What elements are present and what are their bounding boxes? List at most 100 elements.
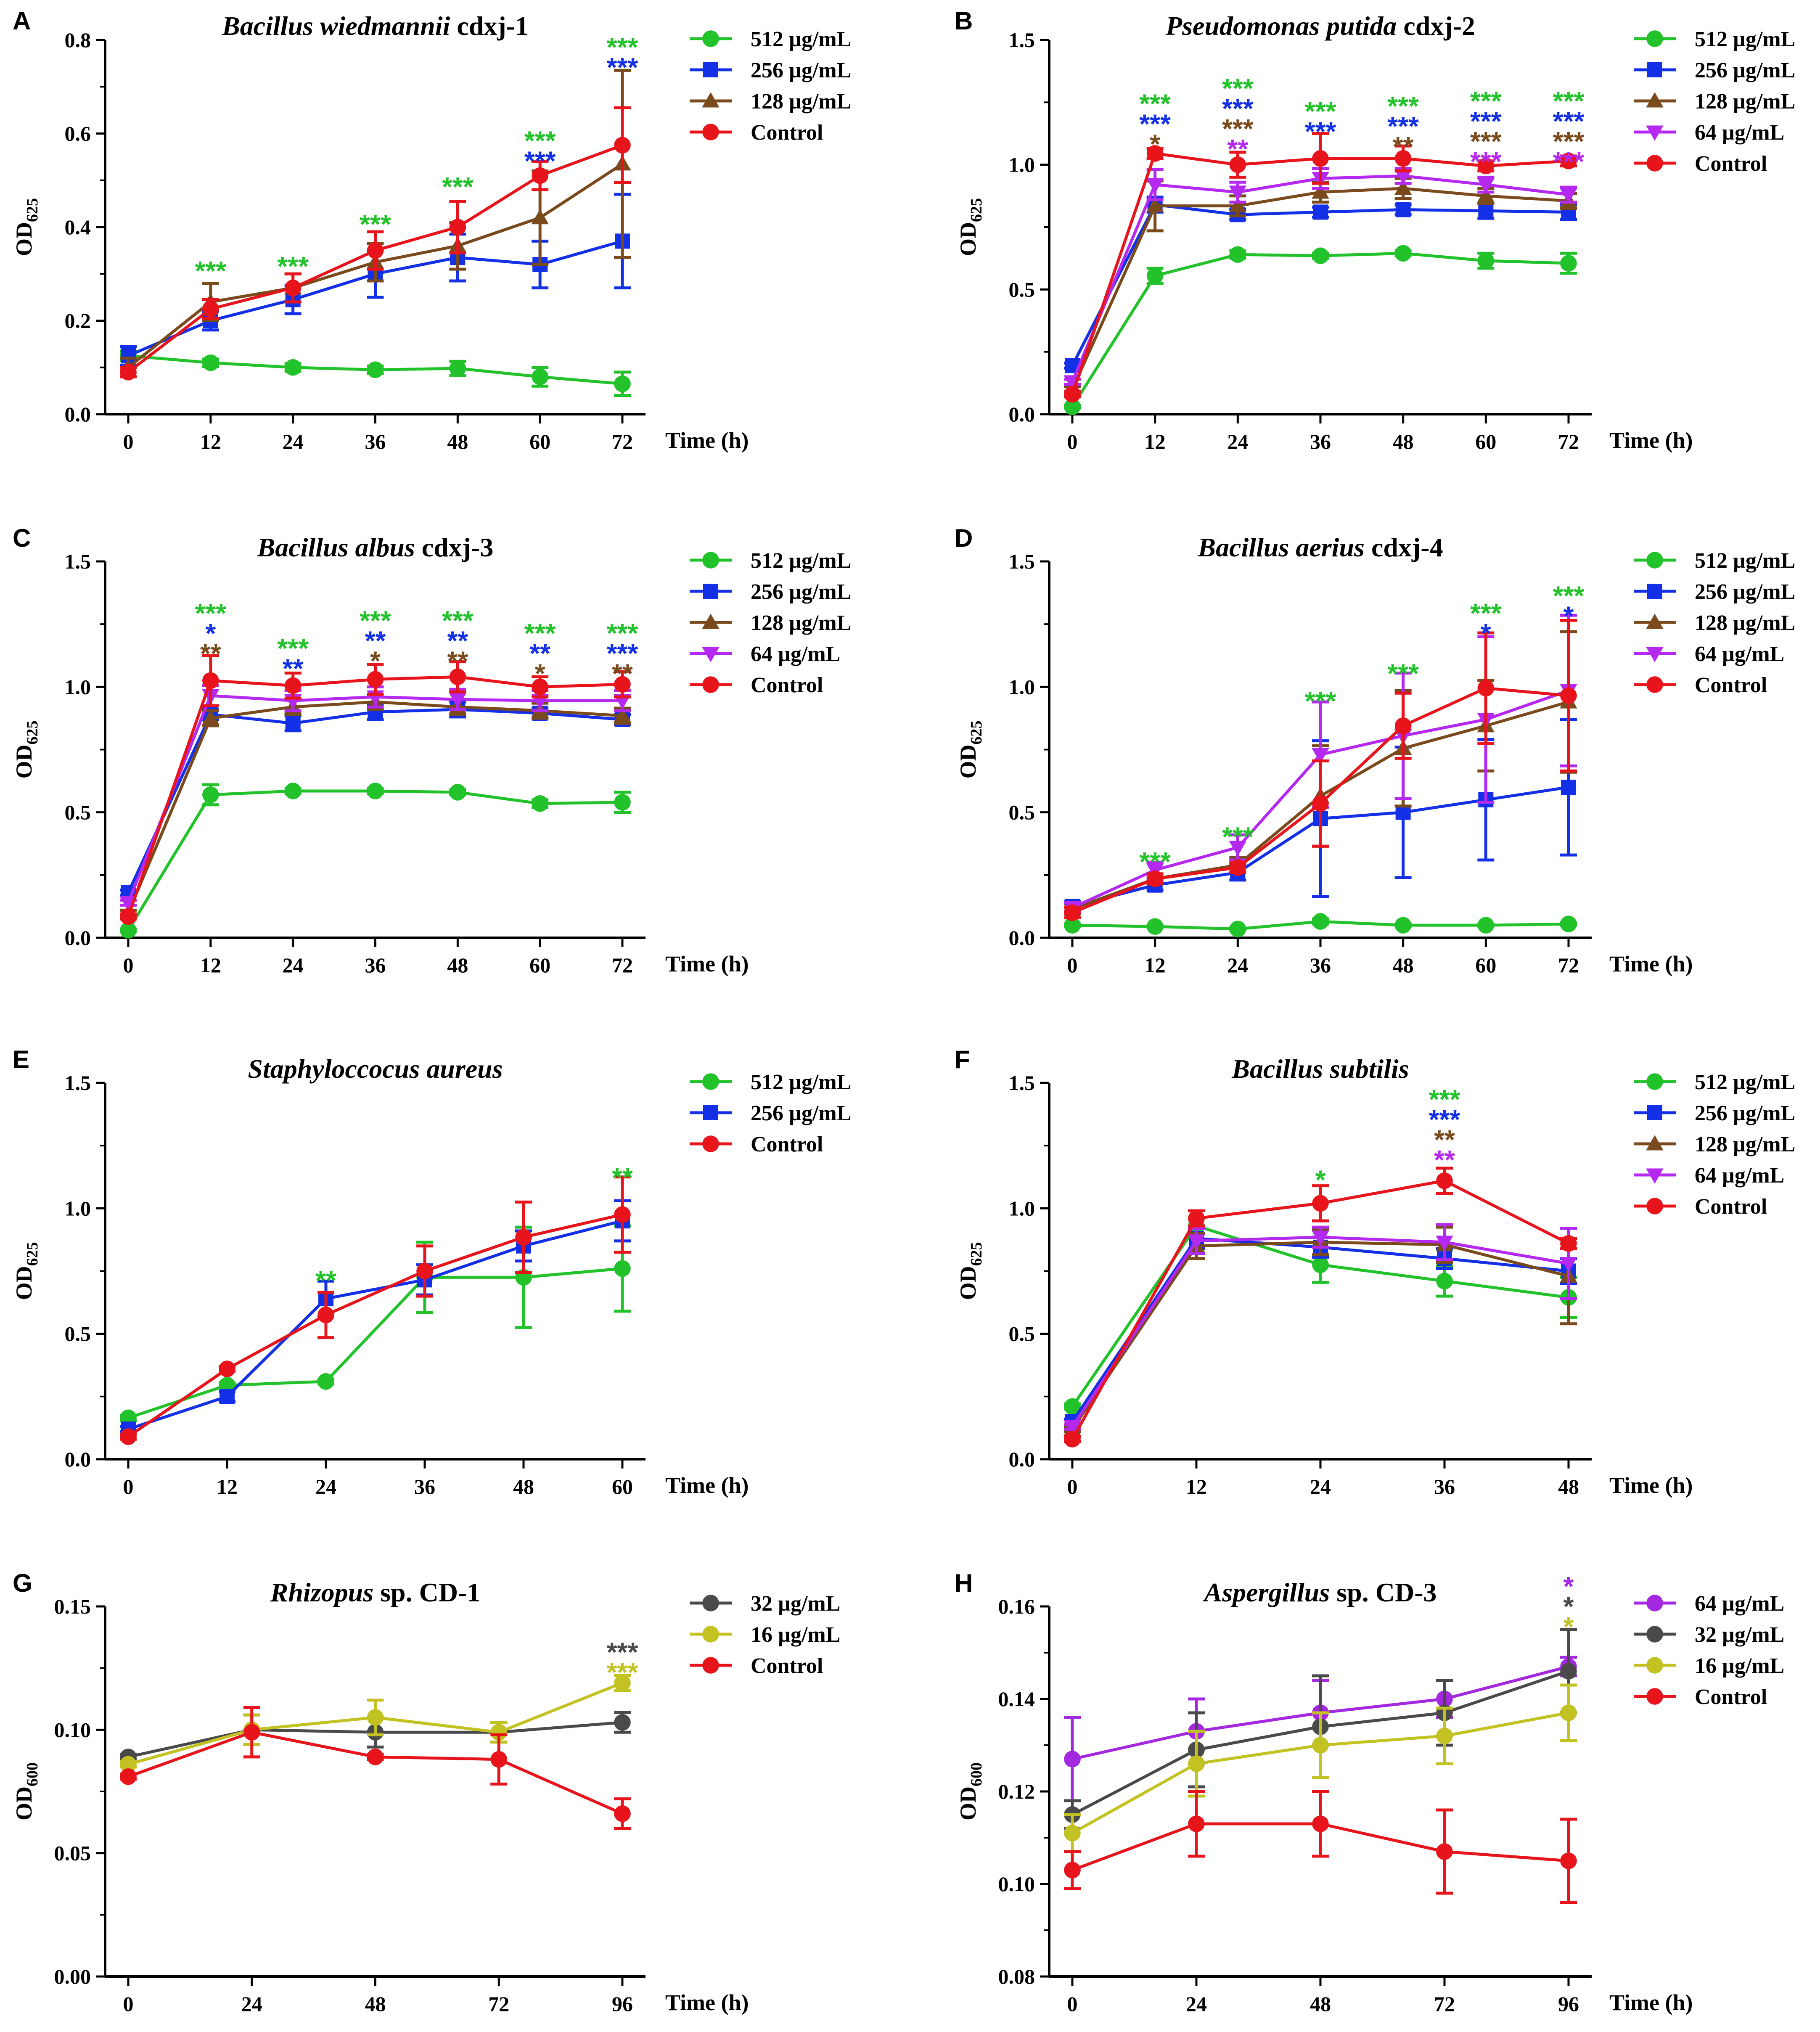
chart-title: Bacillus albus cdxj-3 <box>257 532 494 562</box>
significance-marker: *** <box>607 618 638 648</box>
panel-letter: C <box>13 524 31 552</box>
significance-marker: *** <box>607 638 638 669</box>
y-tick-label: 0.5 <box>65 801 91 824</box>
data-point <box>1229 185 1247 201</box>
significance-marker: *** <box>1222 93 1254 124</box>
data-point <box>490 1724 508 1741</box>
legend-marker <box>702 124 719 140</box>
x-axis-label: Time (h) <box>665 951 749 976</box>
data-point <box>367 242 384 259</box>
data-point <box>367 671 384 688</box>
legend-label: 128 µg/mL <box>751 90 851 114</box>
y-tick-label: 1.0 <box>1009 1196 1035 1220</box>
data-point <box>202 354 219 371</box>
significance-marker: *** <box>277 251 309 281</box>
data-point <box>449 668 466 685</box>
significance-marker: *** <box>607 52 638 82</box>
significance-marker: *** <box>524 146 556 176</box>
data-point <box>1312 150 1329 167</box>
chart-title-rest: cdxj-1 <box>450 11 529 41</box>
chart-title: Staphyloccocus aureus <box>248 1054 503 1084</box>
data-point <box>1312 913 1329 930</box>
y-tick-label: 0.0 <box>65 402 91 426</box>
legend-marker <box>1646 92 1664 108</box>
significance-marker: *** <box>1470 598 1502 628</box>
x-tick-label: 48 <box>1558 1475 1579 1498</box>
legend-marker <box>702 1073 719 1090</box>
data-point <box>1188 1234 1205 1250</box>
x-tick-label: 24 <box>1227 953 1248 977</box>
data-point <box>416 1262 433 1280</box>
data-point <box>1394 917 1412 934</box>
legend-label: Control <box>1695 1195 1767 1219</box>
legend-marker <box>1646 552 1663 569</box>
data-point <box>243 1724 260 1741</box>
panel-f: F Bacillus subtilis 0.0 0.5 1.0 1.5 0 12 24 36 48 T… <box>955 1045 1795 1498</box>
data-point <box>1394 717 1412 734</box>
significance-marker: *** <box>1305 686 1336 716</box>
y-tick-label: 0.8 <box>65 28 91 52</box>
data-point <box>1229 246 1246 263</box>
y-tick-label: 0.5 <box>1009 801 1035 824</box>
legend-marker <box>1647 1105 1662 1120</box>
y-axis-label-main: OD <box>11 1786 37 1820</box>
significance-marker: *** <box>1429 1104 1460 1135</box>
chart-title-italic: Staphyloccocus aureus <box>248 1054 503 1084</box>
data-point <box>532 368 548 385</box>
data-point <box>367 361 384 378</box>
series-2 <box>1064 1683 1577 1853</box>
data-point <box>1064 1825 1081 1842</box>
data-point <box>1560 1852 1577 1869</box>
significance-marker: ** <box>365 626 386 656</box>
x-tick-label: 24 <box>283 953 304 977</box>
significance-marker: *** <box>1553 146 1585 177</box>
data-point <box>1394 150 1412 167</box>
data-point <box>614 1805 631 1822</box>
y-axis-label-sub: 600 <box>968 1762 985 1786</box>
y-tick-label: 0.0 <box>1009 402 1035 426</box>
significance-marker: *** <box>1222 821 1254 852</box>
y-tick-label: 0.15 <box>54 1595 91 1618</box>
significance-marker: *** <box>1139 108 1171 139</box>
x-tick-label: 0 <box>123 1992 134 2016</box>
panel-letter: G <box>13 1569 32 1597</box>
series-4 <box>1064 132 1577 403</box>
significance-marker: ** <box>612 1162 633 1193</box>
x-tick-label: 72 <box>1558 430 1579 453</box>
data-point <box>1477 187 1495 203</box>
significance-marker: *** <box>1139 88 1171 119</box>
legend-label: 16 µg/mL <box>751 1623 840 1647</box>
data-point <box>1394 169 1412 185</box>
significance-marker: * <box>1481 618 1491 648</box>
data-point <box>614 707 631 722</box>
chart-title-italic: Bacillus wiedmannii <box>222 11 450 41</box>
panel-letter: B <box>955 7 973 35</box>
data-point <box>1560 1235 1577 1252</box>
x-tick-label: 72 <box>612 953 633 977</box>
y-tick-label: 0.10 <box>998 1872 1035 1896</box>
chart-title-italic: Bacillus albus <box>257 532 415 562</box>
significance-marker: ** <box>315 1265 336 1295</box>
legend-label: 128 µg/mL <box>1695 1132 1795 1156</box>
data-point <box>449 693 467 708</box>
data-point <box>1188 1755 1205 1772</box>
significance-marker: * <box>205 618 216 648</box>
x-tick-label: 72 <box>612 430 633 453</box>
legend-label: 64 µg/mL <box>1695 121 1784 145</box>
data-point <box>1229 921 1246 937</box>
panel-h: H Aspergillus sp. CD-3 0.08 0.10 0.12 0.14 0.1… <box>955 1569 1784 2016</box>
legend-label: 32 µg/mL <box>1695 1623 1784 1647</box>
data-point <box>1560 255 1577 272</box>
legend-marker <box>1646 1595 1663 1611</box>
data-point <box>1064 904 1081 921</box>
significance-marker: * <box>1563 1591 1574 1622</box>
significance-marker: *** <box>1387 91 1419 121</box>
data-point <box>120 1756 137 1773</box>
x-tick-label: 24 <box>1310 1475 1331 1498</box>
data-point <box>1560 915 1577 932</box>
chart-title-italic: Aspergillus <box>1203 1577 1330 1607</box>
y-tick-label: 0.5 <box>1009 1322 1035 1346</box>
y-axis-label: OD625 <box>955 721 985 779</box>
legend-label: 512 µg/mL <box>751 1070 851 1094</box>
